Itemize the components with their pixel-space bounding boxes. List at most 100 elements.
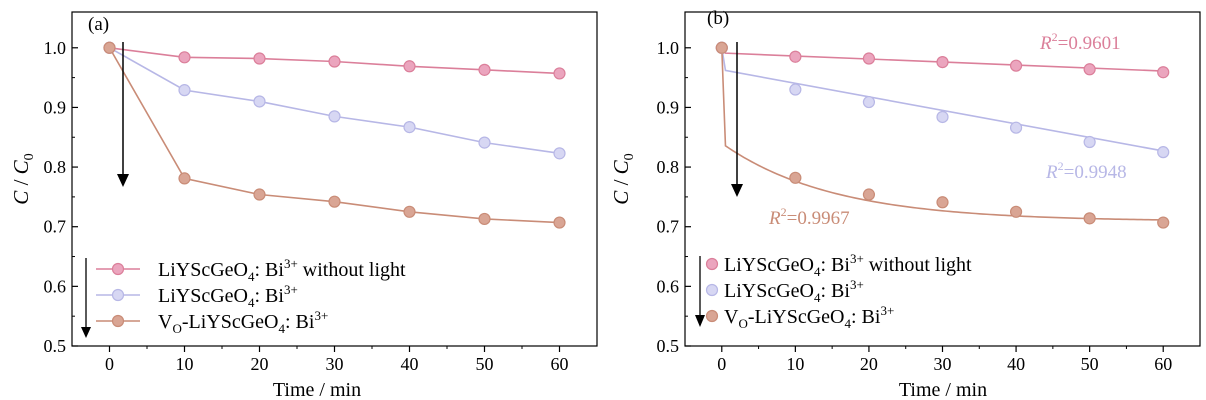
legend-label: VO-LiYScGeO4: Bi3+: [724, 303, 894, 331]
data-point: [936, 110, 949, 124]
data-point: [328, 195, 341, 208]
legend-label: VO-LiYScGeO4: Bi3+: [158, 308, 328, 336]
legend-arrow: [81, 258, 91, 338]
y-tick-label: 0.8: [657, 157, 680, 177]
data-point: [253, 188, 266, 201]
data-point: [1157, 216, 1170, 229]
r2-label-lavender: R2=0.9948: [1045, 159, 1127, 183]
data-point: [936, 55, 949, 69]
data-point: [178, 172, 191, 185]
y-tick-label: 0.7: [44, 217, 67, 237]
trend-arrow: [731, 42, 743, 197]
panel-label: (a): [88, 14, 109, 35]
panel-a: (a) 0.5 0.6 0.7 0.8 0.9 1.0 0 10 20 30 40 50 60 C /…: [9, 11, 598, 400]
x-tick-label: 0: [105, 354, 114, 374]
data-point: [1157, 66, 1170, 79]
legend-marker: [705, 309, 719, 323]
x-tick-label: 40: [401, 354, 419, 374]
r2-label-pink: R2=0.9601: [1039, 30, 1121, 54]
x-tick-label: 10: [786, 354, 804, 374]
data-point: [478, 136, 491, 149]
data-point: [253, 95, 266, 108]
trend-arrow: [117, 42, 129, 187]
legend: LiYScGeO4: Bi3+ without lightLiYScGeO4: …: [96, 256, 406, 336]
data-point: [553, 147, 566, 160]
y-tick-label: 0.8: [44, 157, 67, 177]
x-tick-label: 30: [934, 354, 952, 374]
data-point: [178, 84, 191, 97]
data-point: [1083, 212, 1096, 225]
y-tick-label: 1.0: [657, 38, 680, 58]
data-point: [1009, 59, 1023, 72]
legend-marker: [111, 262, 125, 276]
x-tick-label: 20: [251, 354, 269, 374]
legend-label: LiYScGeO4: Bi3+: [724, 277, 864, 305]
svg-text:C / C0: C / C0: [609, 153, 637, 204]
legend-item: LiYScGeO4: Bi3+: [96, 282, 298, 310]
y-tick-label: 0.9: [657, 97, 680, 117]
legend-item: VO-LiYScGeO4: Bi3+: [705, 303, 894, 331]
r2-label-salmon: R2=0.9967: [768, 205, 850, 229]
y-tick-label: 0.6: [44, 276, 67, 296]
data-point: [478, 212, 491, 226]
data-point: [403, 60, 416, 73]
legend-item: LiYScGeO4: Bi3+ without light: [96, 256, 406, 284]
data-point: [1083, 135, 1096, 149]
data-point: [862, 95, 876, 109]
data-point: [178, 51, 191, 64]
x-tick-label: 30: [326, 354, 344, 374]
data-point: [553, 67, 566, 80]
data-point: [478, 63, 491, 76]
data-point: [553, 216, 566, 229]
data-point: [715, 41, 728, 54]
data-point: [1009, 121, 1023, 134]
legend-label: LiYScGeO4: Bi3+ without light: [724, 251, 972, 279]
data-point: [1157, 146, 1170, 159]
legend-label: LiYScGeO4: Bi3+: [158, 282, 298, 310]
legend-marker: [705, 257, 719, 271]
x-tick-label: 50: [1081, 354, 1099, 374]
legend-marker: [111, 314, 125, 328]
data-point: [403, 205, 416, 218]
x-tick-label: 60: [1154, 354, 1172, 374]
legend-item: VO-LiYScGeO4: Bi3+: [96, 308, 328, 336]
data-point: [1009, 205, 1023, 218]
x-tick-label: 50: [476, 354, 494, 374]
data-point: [253, 52, 266, 65]
legend-label: LiYScGeO4: Bi3+ without light: [158, 256, 406, 284]
x-tick-label: 10: [176, 354, 194, 374]
y-tick-label: 0.5: [44, 336, 67, 356]
y-axis-label: C / C0: [9, 153, 37, 204]
x-tick-label: 0: [717, 354, 726, 374]
data-point: [328, 55, 341, 68]
data-point: [862, 52, 876, 65]
x-tick-label: 40: [1007, 354, 1025, 374]
data-point: [862, 188, 876, 201]
x-axis-label: Time / min: [899, 379, 987, 400]
x-axis-label: Time / min: [273, 379, 361, 400]
legend: LiYScGeO4: Bi3+ without lightLiYScGeO4: …: [705, 251, 972, 331]
data-point: [328, 110, 341, 123]
y-tick-label: 0.5: [657, 336, 680, 356]
data-point: [103, 41, 116, 54]
legend-item: LiYScGeO4: Bi3+ without light: [705, 251, 972, 279]
panel-label: (b): [707, 8, 729, 29]
legend-marker: [705, 283, 719, 297]
y-tick-label: 0.6: [657, 276, 680, 296]
panel-b: (b) 0.5 0.6 0.7 0.8 0.9 1.0 0 10 20 30 40 50 60 C /…: [609, 8, 1201, 400]
data-point: [789, 83, 802, 96]
legend-item: LiYScGeO4: Bi3+: [705, 277, 864, 305]
data-point: [936, 196, 949, 209]
x-tick-label: 60: [551, 354, 569, 374]
legend-arrow: [695, 256, 705, 327]
svg-text:C / C0: C / C0: [9, 153, 37, 204]
y-tick-label: 0.9: [44, 97, 67, 117]
data-point: [789, 50, 802, 63]
y-axis-label: C / C0: [609, 153, 637, 204]
y-tick-label: 0.7: [657, 217, 680, 237]
data-point: [1083, 63, 1096, 76]
legend-marker: [111, 288, 125, 302]
y-tick-label: 1.0: [44, 38, 67, 58]
fit-curve: [720, 47, 1164, 221]
